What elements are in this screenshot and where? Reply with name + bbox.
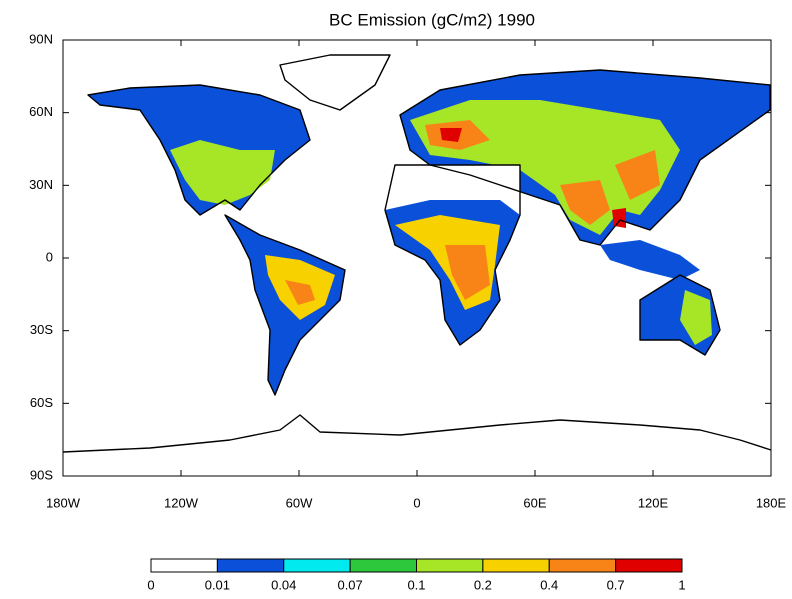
colorbar-label: 0.2: [474, 577, 492, 592]
africa-core: [445, 245, 490, 300]
north-america-core: [170, 140, 275, 205]
colorbar-label: 0.07: [337, 577, 362, 592]
colorbar-box: [482, 558, 550, 573]
coast-africa: [384, 164, 521, 346]
colorbar-box: [548, 558, 617, 573]
colorbar-label: 0: [147, 577, 154, 592]
colorbar-label: 1: [678, 577, 685, 592]
coast-australia: [639, 274, 721, 356]
colorbar-label: 0.1: [407, 577, 425, 592]
y-tick-label: 90N: [29, 31, 53, 46]
x-tick-label: 120W: [164, 495, 199, 510]
colorbar-box: [416, 558, 484, 573]
coast-eurasia: [399, 69, 771, 246]
asia-peak: [612, 208, 626, 228]
map-title: BC Emission (gC/m2) 1990: [329, 10, 535, 29]
europe-peak: [440, 128, 462, 142]
colorbar-label: 0.04: [271, 577, 296, 592]
y-tick-label: 0: [46, 249, 53, 264]
land-fields: [88, 70, 770, 395]
y-tick-label: 90S: [30, 467, 53, 482]
x-tick-label: 180W: [46, 495, 81, 510]
australia-core: [680, 290, 712, 345]
colorbar-label: 0.7: [607, 577, 625, 592]
colorbar-box: [216, 558, 285, 573]
x-tick-label: 60W: [286, 495, 313, 510]
y-tick-label: 60N: [29, 104, 53, 119]
y-tick-label: 30N: [29, 177, 53, 192]
x-tick-label: 180E: [756, 495, 787, 510]
y-tick-label: 30S: [30, 322, 53, 337]
china-core: [615, 150, 660, 200]
colorbar-label: 0.4: [540, 577, 558, 592]
coastlines: [62, 54, 772, 453]
colorbar-box: [615, 558, 683, 573]
x-tick-label: 0: [413, 495, 420, 510]
coast-antarctica: [62, 414, 772, 453]
india-core: [560, 180, 610, 225]
coast-north-america: [87, 84, 311, 216]
x-tick-label: 120E: [638, 495, 669, 510]
maritime-asia-field: [600, 240, 700, 280]
x-tick-label: 60E: [523, 495, 546, 510]
coast-south-america: [224, 214, 346, 396]
coast-greenland: [279, 54, 391, 111]
colorbar-box: [349, 558, 417, 573]
y-tick-label: 60S: [30, 395, 53, 410]
south-america-peak: [285, 280, 315, 305]
colorbar-label: 0.01: [205, 577, 230, 592]
colorbar-box: [150, 558, 218, 573]
colorbar-box: [283, 558, 351, 573]
